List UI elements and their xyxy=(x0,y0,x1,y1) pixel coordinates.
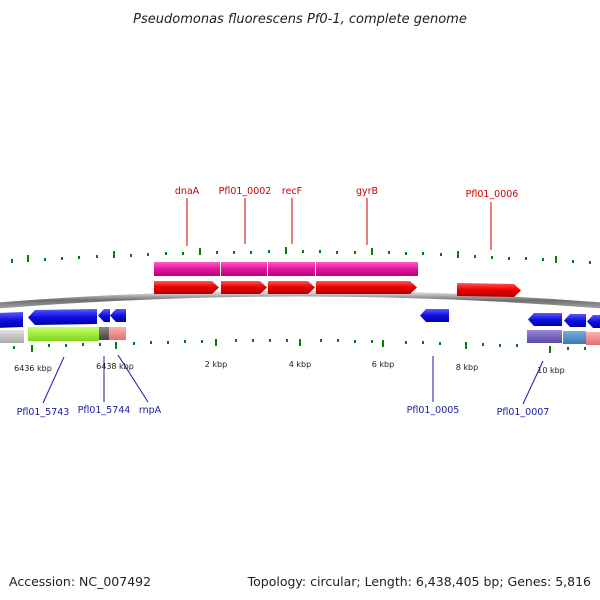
reverse-feature-track xyxy=(0,327,600,345)
cds-arrow-right-1[interactable] xyxy=(564,314,586,327)
gene-feature-dnaA[interactable] xyxy=(154,262,220,276)
gene-label-Pfl01_0005[interactable]: Pfl01_0005 xyxy=(407,405,460,416)
cds-arrow-Pfl01_0005[interactable] xyxy=(420,309,449,322)
gene-label-Pfl01_0006[interactable]: Pfl01_0006 xyxy=(466,189,519,200)
tick-label: 6438 kbp xyxy=(96,362,134,371)
callout-line-Pfl01_5743 xyxy=(42,356,65,404)
inner-ticks xyxy=(13,339,586,353)
top-gene-labels: dnaA Pfl01_0002 recF gyrB Pfl01_0006 xyxy=(175,186,519,200)
cds-arrow-left-edge[interactable] xyxy=(0,312,23,328)
tick-label: 6 kbp xyxy=(372,360,394,369)
cds-arrow-gyrB[interactable] xyxy=(316,281,417,294)
feature-block-grey[interactable] xyxy=(0,330,24,343)
forward-cds-track xyxy=(154,281,521,297)
tick-label: 4 kbp xyxy=(289,360,311,369)
feature-block-lime[interactable] xyxy=(28,327,99,341)
callout-line-rnpA xyxy=(117,354,149,403)
cds-arrow-Pfl01_0006[interactable] xyxy=(457,283,521,297)
callout-line-Pfl01_0007 xyxy=(522,360,544,405)
gene-label-Pfl01_5744[interactable]: Pfl01_5744 xyxy=(78,405,131,416)
cds-arrow-recF[interactable] xyxy=(268,281,315,294)
outer-ticks xyxy=(11,247,591,264)
page-title: Pseudomonas fluorescens Pf0-1, complete … xyxy=(133,12,467,27)
gene-feature-recF[interactable] xyxy=(268,262,315,276)
top-gene-callouts xyxy=(186,198,492,250)
gene-label-recF[interactable]: recF xyxy=(282,186,302,197)
cds-arrow-Pfl01_0007[interactable] xyxy=(528,313,562,326)
feature-block-salmon-left[interactable] xyxy=(109,327,126,340)
cds-arrow-Pfl01_5744[interactable] xyxy=(98,309,110,322)
tick-label: 10 kbp xyxy=(537,366,565,375)
feature-block-steel[interactable] xyxy=(563,331,586,344)
feature-block-dark[interactable] xyxy=(99,327,109,340)
tick-label: 8 kbp xyxy=(456,363,478,372)
genome-summary-text: Topology: circular; Length: 6,438,405 bp… xyxy=(247,574,591,589)
tick-label: 6436 kbp xyxy=(14,364,52,373)
cds-arrow-dnaA[interactable] xyxy=(154,281,219,294)
feature-block-salmon-right[interactable] xyxy=(586,332,600,345)
gene-label-dnaA[interactable]: dnaA xyxy=(175,186,200,197)
gene-label-Pfl01_5743[interactable]: Pfl01_5743 xyxy=(17,407,70,418)
bottom-gene-callouts xyxy=(42,354,544,405)
cds-arrow-rnpA[interactable] xyxy=(110,309,126,322)
cds-arrow-Pfl01_0002[interactable] xyxy=(221,281,267,294)
gene-label-Pfl01_0002[interactable]: Pfl01_0002 xyxy=(219,186,272,197)
scale-labels: 6436 kbp 6438 kbp 2 kbp 4 kbp 6 kbp 8 kb… xyxy=(14,360,565,375)
gene-label-gyrB[interactable]: gyrB xyxy=(356,186,378,197)
gene-feature-gyrB[interactable] xyxy=(316,262,418,276)
reverse-cds-track xyxy=(0,309,600,328)
accession-text: Accession: NC_007492 xyxy=(9,574,151,589)
bottom-gene-labels: Pfl01_5743 Pfl01_5744 rnpA Pfl01_0005 Pf… xyxy=(17,405,550,418)
forward-gene-track xyxy=(154,262,418,276)
gene-label-rnpA[interactable]: rnpA xyxy=(139,405,162,416)
gene-feature-Pfl01_0002[interactable] xyxy=(221,262,267,276)
cds-arrow-right-2[interactable] xyxy=(587,315,600,328)
gene-label-Pfl01_0007[interactable]: Pfl01_0007 xyxy=(497,407,550,418)
tick-label: 2 kbp xyxy=(205,360,227,369)
cds-arrow-Pfl01_5743[interactable] xyxy=(28,309,97,325)
feature-block-purple[interactable] xyxy=(527,330,562,343)
